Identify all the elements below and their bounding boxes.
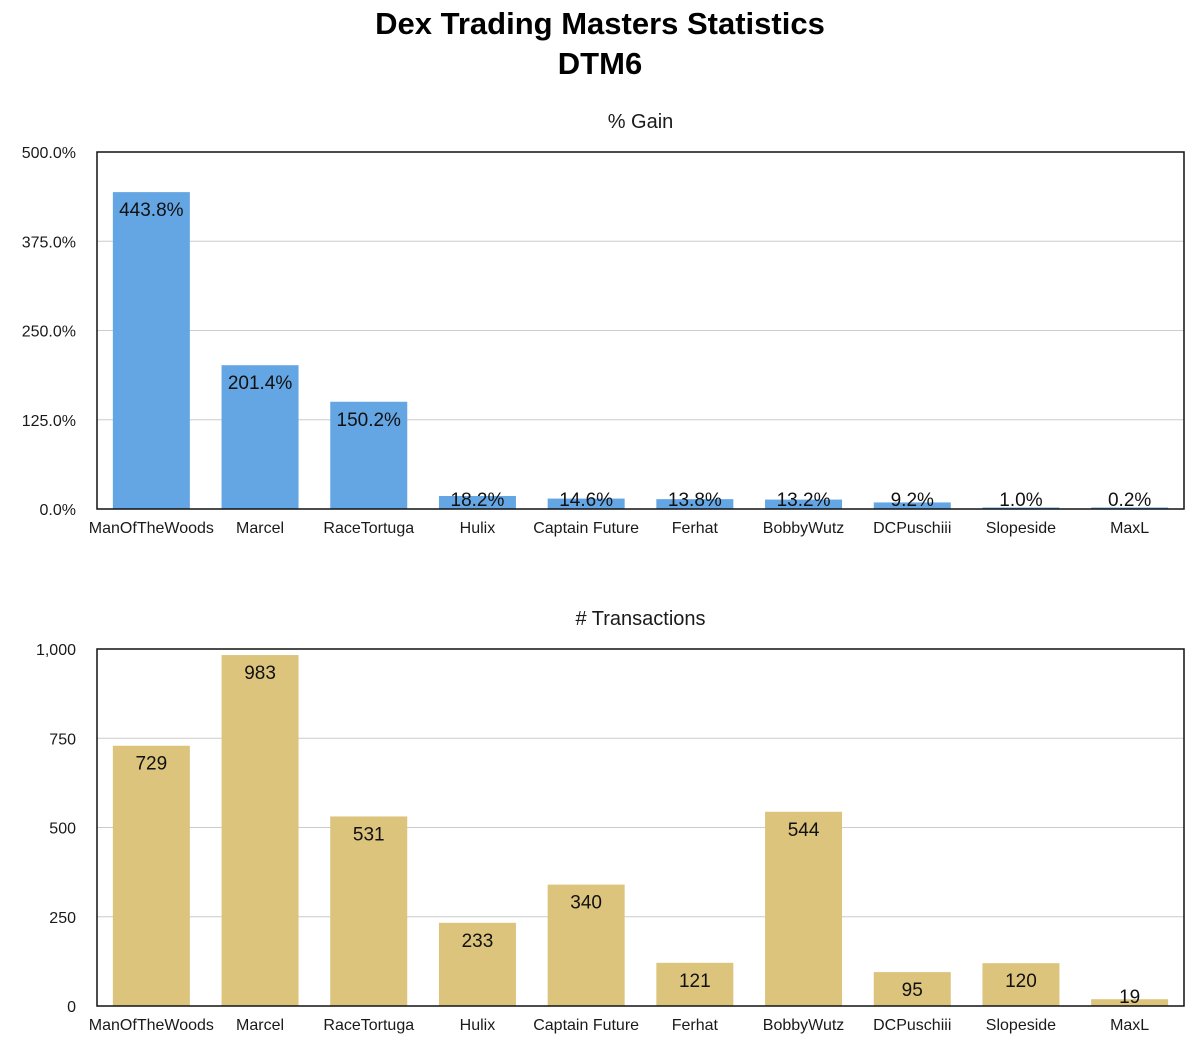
chart-1-data-label: 443.8%: [119, 200, 184, 221]
chart-2-bar: [765, 811, 843, 1006]
chart-1-x-tick-label: Slopeside: [986, 520, 1056, 537]
chart-1-data-label: 13.2%: [777, 490, 831, 511]
chart-1-data-label: 0.2%: [1108, 490, 1151, 511]
figure-title: Dex Trading Masters Statistics: [375, 6, 825, 41]
chart-1-data-label: 13.8%: [668, 490, 722, 511]
chart-1-x-tick-label: RaceTortuga: [323, 520, 414, 537]
chart-2-bar: [112, 745, 190, 1006]
chart-1-bar: [765, 499, 843, 509]
chart-1-x-tick-label: Marcel: [236, 520, 284, 537]
chart-1-data-label: 201.4%: [228, 373, 293, 394]
chart-1-x-tick-label: MaxL: [1110, 520, 1149, 537]
chart-2-y-tick-label: 0: [67, 999, 76, 1016]
chart-2-data-label: 531: [353, 824, 385, 845]
chart-1-y-tick-label: 0.0%: [40, 502, 76, 519]
chart-2-x-tick-label: Captain Future: [533, 1017, 639, 1034]
chart-2-x-tick-label: Ferhat: [672, 1017, 719, 1034]
chart-1-x-tick-label: ManOfTheWoods: [89, 520, 214, 537]
chart-1-x-tick-label: DCPuschiii: [873, 520, 951, 537]
chart-2-y-tick-label: 750: [49, 731, 76, 748]
chart-1-data-label: 14.6%: [559, 490, 613, 511]
chart-2-x-tick-label: Slopeside: [986, 1017, 1056, 1034]
chart-1-plot-frame: [96, 151, 1185, 510]
chart-2-title: # Transactions: [575, 608, 705, 630]
chart-2-x-tick-label: DCPuschiii: [873, 1017, 951, 1034]
chart-1-data-label: 18.2%: [451, 490, 505, 511]
chart-2-y-tick-label: 500: [49, 821, 76, 838]
chart-1-y-tick-label: 500.0%: [22, 145, 76, 162]
chart-2-data-label: 121: [679, 971, 711, 992]
chart-1-bar: [330, 401, 408, 509]
chart-2-plot-frame: [96, 648, 1185, 1007]
chart-1-y-tick-label: 125.0%: [22, 413, 76, 430]
chart-1-bar: [547, 498, 625, 509]
chart-2-bar: [330, 816, 408, 1006]
chart-1-x-tick-label: BobbyWutz: [763, 520, 845, 537]
chart-2-x-tick-label: MaxL: [1110, 1017, 1149, 1034]
chart-1-x-tick-label: Hulix: [460, 520, 496, 537]
chart-2-bar: [438, 922, 516, 1006]
chart-2-x-tick-label: BobbyWutz: [763, 1017, 845, 1034]
chart-2-bar: [1091, 999, 1169, 1006]
chart-2-x-tick-label: Hulix: [460, 1017, 496, 1034]
chart-2-y-tick-label: 250: [49, 910, 76, 927]
chart-1-data-label: 150.2%: [337, 410, 402, 431]
chart-2-x-tick-label: RaceTortuga: [323, 1017, 414, 1034]
chart-2-data-label: 19: [1119, 987, 1140, 1008]
chart-1-y-tick-label: 250.0%: [22, 324, 76, 341]
chart-2-data-label: 120: [1005, 971, 1037, 992]
chart-1-data-label: 9.2%: [891, 490, 934, 511]
chart-1-bar: [873, 502, 951, 509]
chart-2-bar: [656, 962, 734, 1006]
chart-2-bar: [221, 655, 299, 1006]
chart-2-x-tick-label: Marcel: [236, 1017, 284, 1034]
chart-1-title: % Gain: [608, 111, 674, 133]
chart-2-data-label: 729: [135, 754, 167, 775]
chart-1-y-tick-label: 375.0%: [22, 234, 76, 251]
chart-2-bar: [982, 963, 1060, 1006]
chart-2-data-label: 233: [462, 931, 494, 952]
figure-subtitle: DTM6: [557, 46, 643, 81]
chart-1-data-label: 1.0%: [999, 490, 1042, 511]
chart-1-x-tick-label: Captain Future: [533, 520, 639, 537]
chart-1-bar: [112, 192, 190, 509]
chart-1-bar: [221, 365, 299, 509]
chart-2-bar: [873, 972, 951, 1006]
chart-1-bar: [438, 496, 516, 509]
chart-2-data-label: 340: [570, 893, 602, 914]
chart-2-x-tick-label: ManOfTheWoods: [89, 1017, 214, 1034]
chart-2-data-label: 95: [902, 980, 923, 1001]
chart-2-y-tick-label: 1,000: [36, 642, 76, 659]
chart-1-bar: [656, 499, 734, 509]
chart-2-bar: [547, 884, 625, 1006]
chart-1-x-tick-label: Ferhat: [672, 520, 719, 537]
chart-2-data-label: 544: [788, 820, 820, 841]
chart-2-data-label: 983: [244, 663, 276, 684]
